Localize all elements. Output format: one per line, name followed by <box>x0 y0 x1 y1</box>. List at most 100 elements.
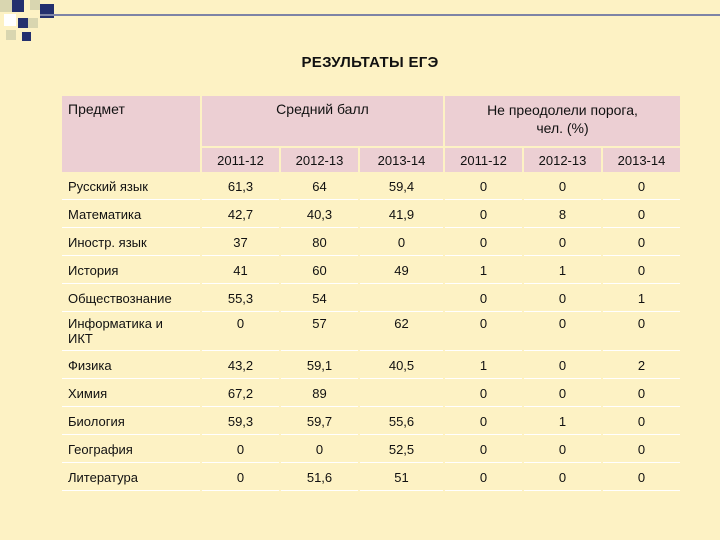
value-cell: 1 <box>603 286 680 312</box>
table-row: Информатика и ИКТ 0 57 62 0 0 0 <box>62 314 680 351</box>
table-row: Математика 42,7 40,3 41,9 0 8 0 <box>62 202 680 228</box>
value-cell: 0 <box>445 174 522 200</box>
value-cell: 42,7 <box>202 202 279 228</box>
subject-cell: Математика <box>62 202 200 228</box>
value-cell: 0 <box>445 286 522 312</box>
subject-cell: Информатика и ИКТ <box>62 314 200 351</box>
corner-square-navy <box>18 18 28 28</box>
value-cell: 0 <box>281 437 358 463</box>
value-cell: 41,9 <box>360 202 443 228</box>
value-cell: 0 <box>524 286 601 312</box>
value-cell: 1 <box>524 258 601 284</box>
value-cell: 0 <box>603 314 680 351</box>
header-year: 2013-14 <box>603 148 680 172</box>
table-row: Биология 59,3 59,7 55,6 0 1 0 <box>62 409 680 435</box>
header-fail-line1: Не преодолели порога, <box>487 102 638 118</box>
corner-square-tan <box>6 30 16 40</box>
value-cell: 59,3 <box>202 409 279 435</box>
subject-cell: Иностр. язык <box>62 230 200 256</box>
corner-square-white <box>4 14 16 26</box>
table-row: Физика 43,2 59,1 40,5 1 0 2 <box>62 353 680 379</box>
subject-cell: Биология <box>62 409 200 435</box>
page-title: РЕЗУЛЬТАТЫ ЕГЭ <box>301 54 439 71</box>
table-row: Иностр. язык 37 80 0 0 0 0 <box>62 230 680 256</box>
value-cell: 37 <box>202 230 279 256</box>
value-cell: 0 <box>524 353 601 379</box>
header-subject: Предмет <box>68 101 125 117</box>
corner-square-tan <box>30 0 40 10</box>
value-cell: 51,6 <box>281 465 358 491</box>
value-cell: 49 <box>360 258 443 284</box>
subject-cell: Химия <box>62 381 200 407</box>
table-row: Обществознание 55,3 54 0 0 1 <box>62 286 680 312</box>
value-cell: 64 <box>281 174 358 200</box>
value-cell: 55,3 <box>202 286 279 312</box>
value-cell: 89 <box>281 381 358 407</box>
value-cell: 41 <box>202 258 279 284</box>
subject-cell: Обществознание <box>62 286 200 312</box>
header-year: 2012-13 <box>524 148 601 172</box>
subject-cell: Физика <box>62 353 200 379</box>
value-cell: 0 <box>603 381 680 407</box>
subject-line1: Информатика и <box>68 316 163 331</box>
value-cell: 43,2 <box>202 353 279 379</box>
value-cell: 0 <box>603 409 680 435</box>
value-cell: 2 <box>603 353 680 379</box>
value-cell: 0 <box>603 465 680 491</box>
value-cell: 0 <box>445 437 522 463</box>
table-row: География 0 0 52,5 0 0 0 <box>62 437 680 463</box>
value-cell: 57 <box>281 314 358 351</box>
subject-cell: История <box>62 258 200 284</box>
value-cell: 1 <box>445 353 522 379</box>
subject-line2: ИКТ <box>68 331 93 346</box>
value-cell: 0 <box>524 437 601 463</box>
value-cell: 0 <box>603 437 680 463</box>
table-row: Литература 0 51,6 51 0 0 0 <box>62 465 680 491</box>
value-cell: 0 <box>603 258 680 284</box>
value-cell: 59,7 <box>281 409 358 435</box>
value-cell: 61,3 <box>202 174 279 200</box>
value-cell: 40,5 <box>360 353 443 379</box>
value-cell: 0 <box>603 230 680 256</box>
value-cell: 0 <box>603 202 680 228</box>
value-cell: 59,1 <box>281 353 358 379</box>
value-cell: 0 <box>445 202 522 228</box>
corner-square-navy <box>22 32 31 41</box>
header-year: 2013-14 <box>360 148 443 172</box>
value-cell: 1 <box>445 258 522 284</box>
value-cell <box>360 286 443 312</box>
table-row: Русский язык 61,3 64 59,4 0 0 0 <box>62 174 680 200</box>
value-cell: 0 <box>445 381 522 407</box>
header-year: 2011-12 <box>202 148 279 172</box>
value-cell: 54 <box>281 286 358 312</box>
top-rule <box>40 14 720 16</box>
value-cell: 0 <box>524 230 601 256</box>
header-year: 2012-13 <box>281 148 358 172</box>
value-cell: 62 <box>360 314 443 351</box>
value-cell: 0 <box>524 314 601 351</box>
value-cell: 59,4 <box>360 174 443 200</box>
header-avg-score: Средний балл <box>276 101 369 117</box>
header-fail-line2: чел. (%) <box>536 120 589 136</box>
subject-cell: Русский язык <box>62 174 200 200</box>
value-cell: 0 <box>524 174 601 200</box>
value-cell: 67,2 <box>202 381 279 407</box>
results-table: Предмет Средний балл Не преодолели порог… <box>60 94 682 493</box>
value-cell: 55,6 <box>360 409 443 435</box>
value-cell: 0 <box>445 230 522 256</box>
value-cell: 8 <box>524 202 601 228</box>
value-cell: 0 <box>524 465 601 491</box>
table-row: История 41 60 49 1 1 0 <box>62 258 680 284</box>
value-cell: 52,5 <box>360 437 443 463</box>
value-cell: 0 <box>360 230 443 256</box>
value-cell: 0 <box>445 314 522 351</box>
value-cell <box>360 381 443 407</box>
corner-square-navy <box>12 0 24 12</box>
value-cell: 0 <box>202 465 279 491</box>
subject-cell: Литература <box>62 465 200 491</box>
header-fail-cell: Не преодолели порога, чел. (%) <box>445 96 680 146</box>
corner-square-tan <box>0 0 12 12</box>
value-cell: 60 <box>281 258 358 284</box>
value-cell: 0 <box>603 174 680 200</box>
table-row: Химия 67,2 89 0 0 0 <box>62 381 680 407</box>
